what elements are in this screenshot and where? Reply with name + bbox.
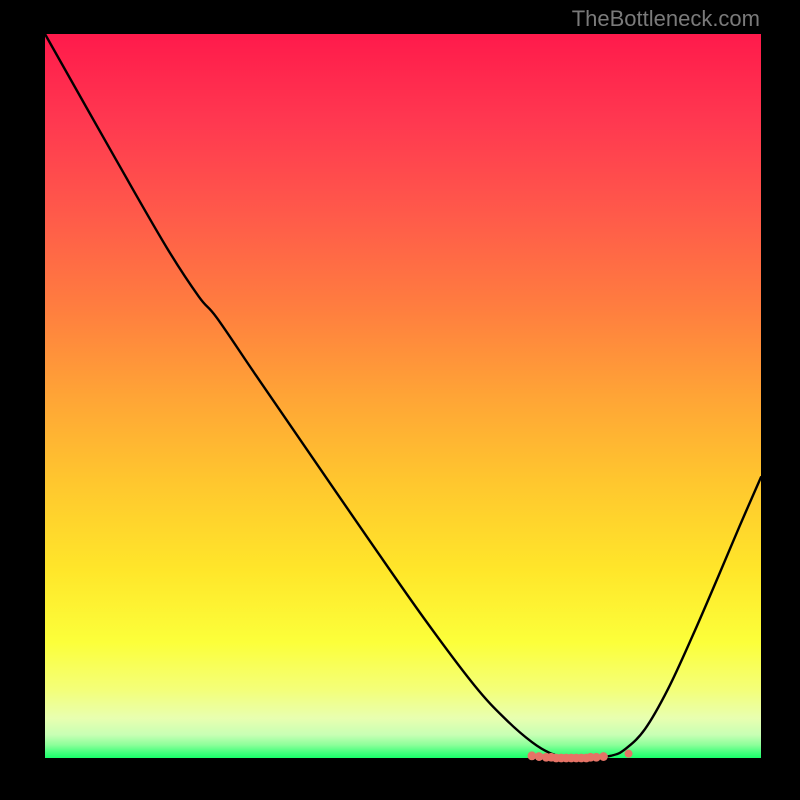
bottleneck-chart: [0, 0, 800, 800]
data-point: [599, 752, 608, 761]
data-point: [625, 750, 633, 758]
watermark-text: TheBottleneck.com: [572, 6, 760, 32]
chart-stage: TheBottleneck.com: [0, 0, 800, 800]
plot-background: [45, 34, 761, 758]
